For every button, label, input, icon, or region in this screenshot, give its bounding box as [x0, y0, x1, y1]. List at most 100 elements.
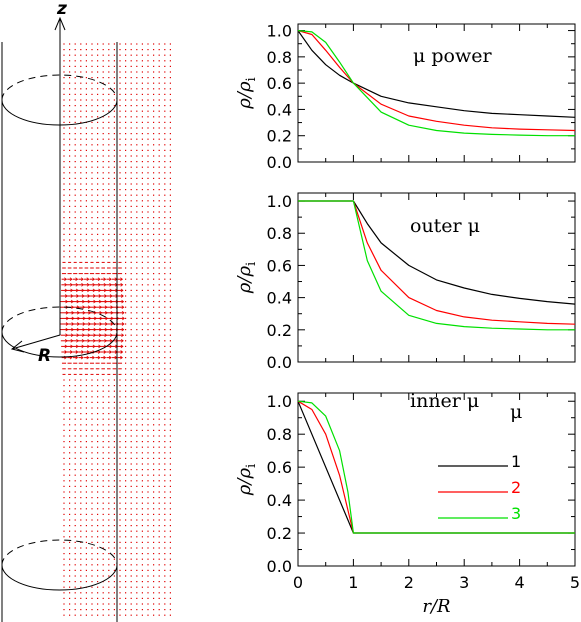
- field-dot: [69, 82, 71, 84]
- field-dot: [136, 138, 138, 140]
- field-dot: [63, 390, 65, 392]
- field-dot: [141, 396, 143, 398]
- field-dot: [119, 82, 121, 84]
- field-dot: [164, 273, 166, 275]
- field-dot: [113, 177, 115, 179]
- field-dot: [158, 368, 160, 370]
- field-dot: [147, 239, 149, 241]
- field-dot: [169, 519, 171, 521]
- field-dot: [153, 301, 155, 303]
- field-dot: [147, 385, 149, 387]
- field-arrowhead: [120, 282, 124, 287]
- field-dot: [130, 435, 132, 437]
- field-dot: [136, 491, 138, 493]
- field-dot: [91, 614, 93, 616]
- field-dot: [153, 418, 155, 420]
- field-dot: [141, 71, 143, 73]
- field-dot: [119, 525, 121, 527]
- field-dot: [74, 205, 76, 207]
- field-dot: [136, 513, 138, 515]
- field-dot: [63, 401, 65, 403]
- field-dot: [164, 530, 166, 532]
- field-dot: [91, 446, 93, 448]
- field-dot: [91, 429, 93, 431]
- field-dot: [119, 385, 121, 387]
- field-dot: [158, 110, 160, 112]
- field-dot: [130, 340, 132, 342]
- field-dot: [169, 88, 171, 90]
- field-dot: [63, 385, 65, 387]
- field-dot: [69, 603, 71, 605]
- field-dot: [97, 513, 99, 515]
- field-dot: [69, 77, 71, 79]
- field-dot: [63, 228, 65, 230]
- field-dot: [69, 491, 71, 493]
- field-dot: [97, 71, 99, 73]
- field-dot: [91, 133, 93, 135]
- field-dot: [85, 77, 87, 79]
- field-dot: [74, 256, 76, 258]
- field-dot: [91, 99, 93, 101]
- field-dot: [97, 418, 99, 420]
- field-dot: [125, 485, 127, 487]
- field-dot: [136, 250, 138, 252]
- field-dot: [69, 446, 71, 448]
- field-dot: [141, 116, 143, 118]
- field-dot: [147, 177, 149, 179]
- field-dot: [164, 312, 166, 314]
- field-dot: [113, 211, 115, 213]
- field-dot: [136, 239, 138, 241]
- field-dot: [80, 597, 82, 599]
- field-dot: [108, 200, 110, 202]
- field-dot: [91, 77, 93, 79]
- field-dot: [125, 138, 127, 140]
- field-dot: [63, 205, 65, 207]
- field-dot: [141, 368, 143, 370]
- field-dot: [63, 194, 65, 196]
- field-dot: [69, 155, 71, 157]
- field-arrowhead: [92, 282, 96, 287]
- field-dot: [108, 525, 110, 527]
- field-dot: [141, 525, 143, 527]
- field-dot: [130, 396, 132, 398]
- field-dot: [108, 211, 110, 213]
- field-dot: [130, 49, 132, 51]
- field-dot: [97, 250, 99, 252]
- field-dot: [102, 177, 104, 179]
- field-dot: [141, 217, 143, 219]
- field-dot: [74, 390, 76, 392]
- field-dot: [80, 390, 82, 392]
- field-dot: [63, 424, 65, 426]
- field-dot: [136, 301, 138, 303]
- field-dot: [74, 508, 76, 510]
- field-dot: [141, 418, 143, 420]
- field-dot: [91, 396, 93, 398]
- field-dot: [119, 228, 121, 230]
- field-dot: [158, 228, 160, 230]
- field-dot: [158, 177, 160, 179]
- field-dot: [119, 60, 121, 62]
- field-dot: [74, 194, 76, 196]
- field-dot: [108, 172, 110, 174]
- field-dot: [164, 65, 166, 67]
- field-dot: [153, 43, 155, 45]
- field-dot: [97, 121, 99, 123]
- field-dot: [158, 82, 160, 84]
- field-arrowhead: [75, 355, 79, 360]
- field-dot: [80, 491, 82, 493]
- field-dot: [108, 418, 110, 420]
- field-dot: [136, 418, 138, 420]
- field-dot: [169, 144, 171, 146]
- field-dot: [169, 513, 171, 515]
- field-dot: [69, 396, 71, 398]
- field-dot: [63, 536, 65, 538]
- field-dot: [113, 485, 115, 487]
- panel-annotation: outer μ: [410, 215, 480, 237]
- field-arrowhead: [92, 355, 95, 360]
- field-dot: [125, 575, 127, 577]
- field-dot: [130, 295, 132, 297]
- field-dot: [69, 228, 71, 230]
- field-dot: [169, 121, 171, 123]
- field-dot: [80, 71, 82, 73]
- field-dot: [141, 502, 143, 504]
